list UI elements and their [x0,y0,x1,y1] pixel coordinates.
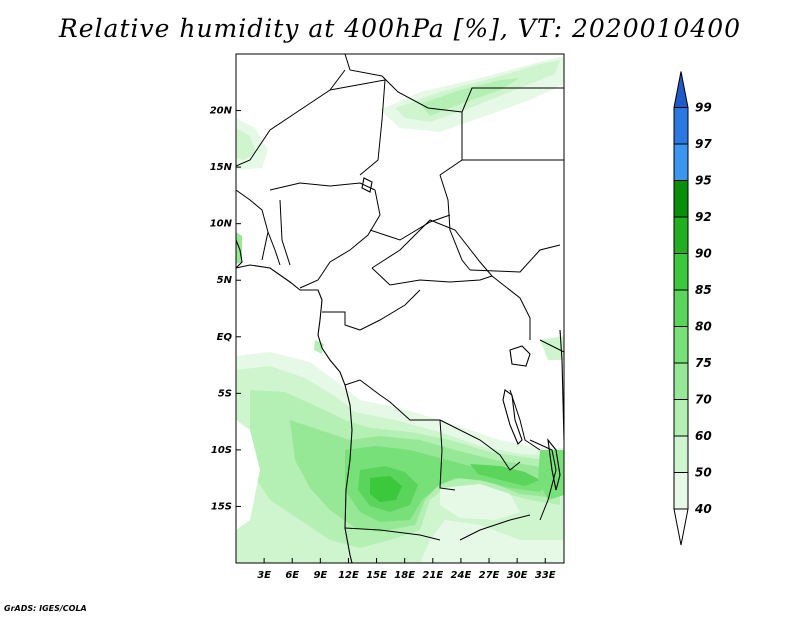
x-tick-label: 3E [257,570,271,581]
colorbar-swatch [673,362,689,400]
lake-malawi [547,438,561,491]
border-car-drc [371,267,493,286]
y-tick-label: EQ [217,332,233,343]
chart-title: Relative humidity at 400hPa [%], VT: 202… [58,14,742,43]
lake-chad [361,177,373,193]
colorbar-swatch [673,472,689,510]
colorbar-label: 70 [695,393,712,407]
colorbar-swatch [673,143,689,181]
border-niger-algeria [329,79,386,176]
credit-label: GrADS: IGES/COLA [4,604,87,613]
border-drc-angola [344,379,440,421]
map-frame [235,53,565,564]
colorbar-swatch [673,399,689,437]
colorbar-top-triangle [673,71,689,108]
colorbar-label: 92 [695,210,712,224]
y-tick-label: 5N [217,275,233,286]
colorbar-swatch [673,435,689,473]
border-zambia-drc [439,419,521,471]
x-tick-label: 30E [507,570,528,581]
x-tick-label: 33E [535,570,556,581]
rh-region-sw-dry [236,420,260,530]
x-tick-label: 12E [338,570,359,581]
y-tick-label: 5S [218,388,232,399]
x-tick-label: 6E [285,570,299,581]
border-libya-egypt [461,87,564,113]
border-nigeria-cameroon [299,189,381,289]
border-kenya-tanzania [539,339,564,353]
colorbar-swatch [673,289,689,327]
rh-region-zambia-80 [470,464,540,486]
colorbar-label: 75 [695,356,712,370]
y-tick-label: 20N [210,106,233,117]
rh-region-mauritania-core [236,128,256,160]
x-axis: 3E 6E 9E 12E 15E 18E 21E 24E 27E 30E 33E [257,558,556,581]
rh-field [236,56,564,563]
rh-region-angola-85 [370,476,402,502]
x-tick-label: 21E [422,570,443,581]
colorbar-label: 95 [695,174,712,188]
border-mozambique [529,439,557,521]
border-tanzania-drc [509,389,541,451]
x-tick-label: 9E [313,570,327,581]
colorbar-label: 50 [695,466,712,480]
border-mali-niger [236,69,346,167]
border-angola-namibia [344,527,441,541]
colorbar-bottom-triangle [673,508,689,546]
x-tick-label: 24E [451,570,472,581]
border-gabon-congo [322,311,361,331]
colorbar-label: 40 [694,502,712,516]
x-tick-label: 18E [394,570,415,581]
y-tick-label: 15N [210,162,233,173]
colorbar-swatch [673,180,689,218]
border-chad-sudan [439,174,471,271]
colorbar-label: 85 [695,283,712,297]
colorbar-label: 97 [695,137,712,151]
colorbar-swatch [673,107,689,145]
country-borders [236,54,564,541]
border-car-congo [371,219,493,277]
colorbar-label: 99 [695,101,712,115]
colorbar-swatch [673,253,689,291]
border-angola-zambia [439,419,456,491]
coast-gulf-of-guinea [236,264,353,563]
x-tick-label: 15E [366,570,387,581]
border-drc-uganda [491,275,531,340]
border-ghana-togo [267,231,281,266]
colorbar-swatch [673,216,689,254]
x-tick-label: 27E [479,570,500,581]
y-tick-label: 10N [210,219,233,230]
lake-victoria [509,345,531,367]
y-tick-label: 10S [211,445,232,456]
lake-tanganyika [502,389,523,445]
rh-region-equator-speck [314,340,324,354]
border-congo-drc [359,289,421,331]
border-niger-nigeria [269,182,376,191]
rh-region-dry-pocket [440,484,520,520]
y-axis: 20N 15N 10N 5N EQ 5S 10S 15S [210,106,241,512]
colorbar-label: 80 [695,320,712,334]
border-west-africa [236,189,269,261]
rh-region-east-speck [540,336,564,360]
colorbar-label: 60 [695,429,712,443]
border-zambia-zimbabwe [459,514,531,541]
border-sudan-ssudan [469,244,561,273]
border-chad-car [369,214,451,241]
coast-west-bulge [236,239,243,269]
colorbar: 40 50 60 70 75 80 85 90 92 95 97 99 [673,71,712,546]
border-algeria-libya [344,54,463,113]
border-benin-nigeria [279,199,291,266]
y-tick-label: 15S [211,501,232,512]
colorbar-swatch [673,326,689,364]
colorbar-label: 90 [695,247,712,261]
